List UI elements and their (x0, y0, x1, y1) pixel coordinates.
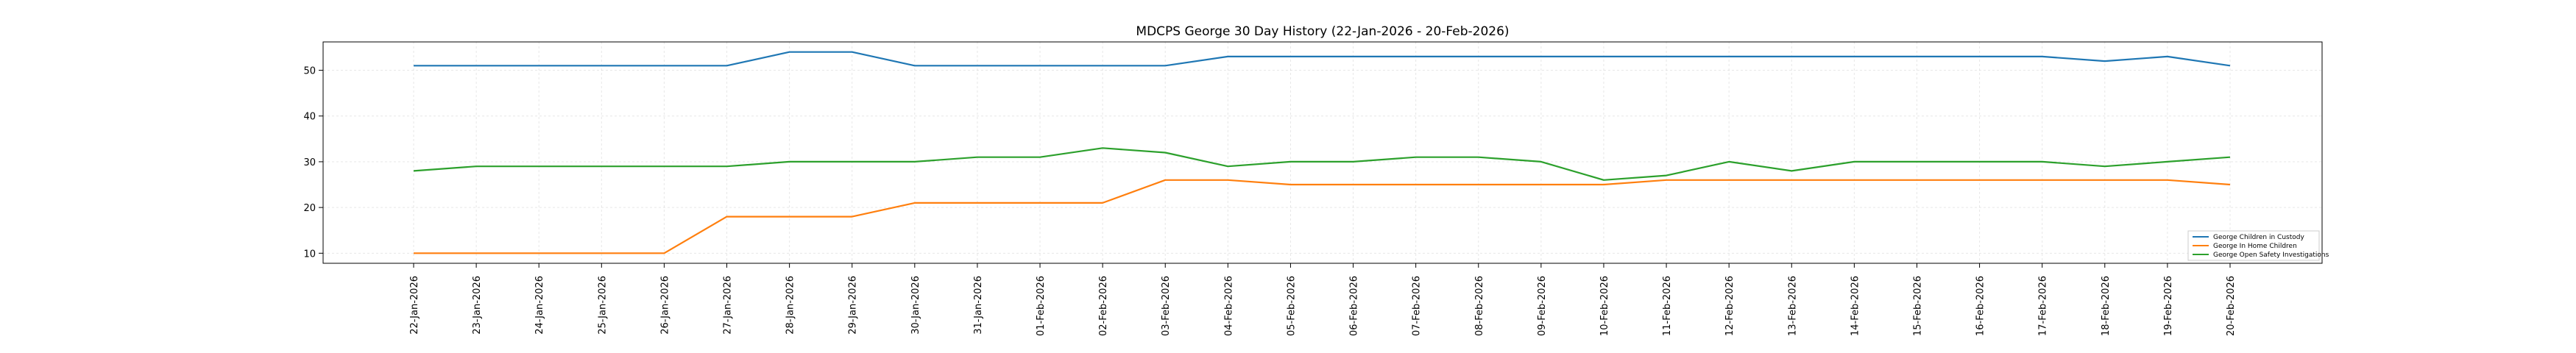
y-tick-label: 30 (303, 157, 316, 168)
x-tick-label: 02-Feb-2026 (1098, 276, 1109, 336)
x-tick-label: 29-Jan-2026 (848, 276, 859, 335)
x-tick-label: 19-Feb-2026 (2163, 276, 2174, 336)
x-tick-label: 20-Feb-2026 (2226, 276, 2237, 336)
y-tick-label: 10 (303, 249, 316, 260)
series-line-1 (414, 51, 2231, 67)
y-tick-label: 20 (303, 203, 316, 214)
series-line-3 (413, 147, 2231, 181)
x-tick-label: 24-Jan-2026 (534, 276, 545, 335)
x-tick-label: 18-Feb-2026 (2101, 276, 2112, 336)
legend-label: George Children in Custody (2213, 234, 2304, 241)
x-tick-label: 14-Feb-2026 (1850, 276, 1861, 336)
y-tick-label: 50 (303, 66, 316, 77)
x-tick-label: 07-Feb-2026 (1412, 276, 1423, 336)
x-tick-label: 10-Feb-2026 (1599, 276, 1610, 336)
x-tick-label: 23-Jan-2026 (472, 276, 483, 335)
legend: George Children in Custody George In Home… (2187, 230, 2329, 261)
x-tick-label: 28-Jan-2026 (785, 276, 796, 335)
x-tick-label: 05-Feb-2026 (1286, 276, 1297, 336)
x-tick-label: 11-Feb-2026 (1662, 276, 1673, 336)
x-tick-label: 13-Feb-2026 (1787, 276, 1798, 336)
legend-label: George Open Safety Investigations (2213, 252, 2329, 259)
legend-box (2187, 230, 2320, 261)
legend-label: George In Home Children (2213, 243, 2297, 250)
x-tick-label: 31-Jan-2026 (973, 276, 984, 335)
plot-frame (322, 41, 2323, 264)
x-axis: 22-Jan-2026 23-Jan-2026 24-Jan-2026 25-Jan-… (409, 263, 2237, 336)
x-tick-label: 27-Jan-2026 (723, 276, 734, 335)
x-tick-label: 26-Jan-2026 (659, 276, 670, 335)
x-tick-label: 16-Feb-2026 (1975, 276, 1986, 336)
x-tick-label: 17-Feb-2026 (2038, 276, 2049, 336)
x-tick-label: 01-Feb-2026 (1036, 276, 1047, 336)
y-tick-label: 40 (303, 112, 316, 123)
x-tick-label: 04-Feb-2026 (1223, 276, 1234, 336)
x-tick-label: 15-Feb-2026 (1912, 276, 1923, 336)
x-tick-label: 30-Jan-2026 (910, 276, 921, 335)
x-tick-label: 06-Feb-2026 (1349, 276, 1360, 336)
series-lines (413, 51, 2231, 254)
y-axis: 10 20 30 40 50 (303, 66, 323, 260)
x-tick-label: 22-Jan-2026 (409, 276, 420, 335)
chart-title: MDCPS George 30 Day History (22-Jan-2026… (1136, 24, 1509, 39)
series-line-2 (414, 179, 2231, 254)
x-tick-label: 03-Feb-2026 (1161, 276, 1172, 336)
x-tick-label: 25-Jan-2026 (597, 276, 608, 335)
x-tick-label: 12-Feb-2026 (1724, 276, 1735, 336)
x-tick-label: 09-Feb-2026 (1537, 276, 1548, 336)
x-tick-label: 08-Feb-2026 (1474, 276, 1485, 336)
